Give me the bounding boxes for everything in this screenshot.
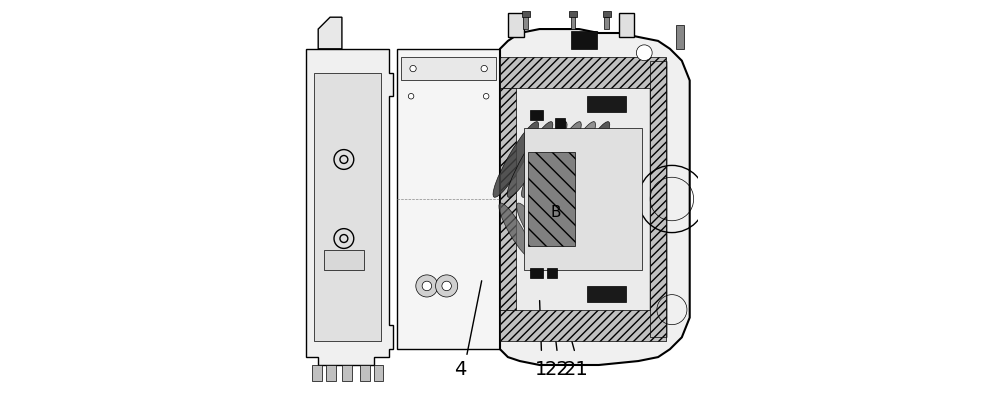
Bar	[604, 17, 609, 29]
Bar	[571, 31, 597, 49]
Bar	[312, 365, 322, 381]
Ellipse shape	[536, 122, 581, 197]
Bar	[528, 152, 575, 246]
Ellipse shape	[564, 122, 610, 197]
Polygon shape	[500, 29, 690, 365]
Bar	[360, 365, 370, 381]
Text: 21: 21	[564, 360, 588, 379]
Text: 22: 22	[545, 360, 570, 379]
Circle shape	[481, 65, 487, 72]
Bar	[374, 365, 383, 381]
Text: 4: 4	[454, 360, 467, 379]
Ellipse shape	[570, 203, 604, 258]
Bar	[401, 57, 496, 80]
Polygon shape	[508, 13, 524, 37]
Text: B: B	[550, 205, 561, 220]
Circle shape	[636, 45, 652, 60]
Bar	[530, 268, 543, 278]
Bar	[326, 365, 336, 381]
Bar	[342, 365, 352, 381]
Bar	[676, 25, 684, 49]
Circle shape	[436, 275, 458, 297]
Bar	[547, 268, 557, 278]
Bar	[555, 118, 565, 128]
Bar	[587, 96, 626, 112]
Ellipse shape	[521, 122, 567, 197]
Bar	[324, 250, 364, 270]
Bar	[587, 286, 626, 302]
Bar	[650, 60, 666, 338]
Circle shape	[410, 65, 416, 72]
Text: 1: 1	[535, 360, 548, 379]
Circle shape	[483, 94, 489, 99]
Bar	[650, 60, 666, 338]
Bar	[523, 13, 528, 29]
Polygon shape	[306, 49, 393, 365]
Bar	[500, 60, 666, 338]
Circle shape	[408, 94, 414, 99]
Bar	[530, 110, 543, 120]
Bar	[500, 310, 666, 341]
Bar	[314, 72, 381, 341]
Ellipse shape	[507, 122, 553, 197]
Bar	[571, 13, 575, 29]
Ellipse shape	[493, 122, 539, 197]
Bar	[522, 11, 530, 17]
Circle shape	[416, 275, 438, 297]
Bar	[524, 128, 642, 270]
Ellipse shape	[499, 203, 533, 258]
Polygon shape	[619, 13, 634, 37]
Ellipse shape	[552, 203, 586, 258]
Bar	[500, 57, 666, 88]
Circle shape	[422, 281, 432, 291]
Ellipse shape	[534, 203, 568, 258]
Ellipse shape	[517, 203, 550, 258]
Ellipse shape	[550, 122, 596, 197]
Polygon shape	[318, 17, 342, 49]
Bar	[397, 49, 500, 349]
Bar	[603, 11, 611, 17]
Bar	[569, 11, 577, 17]
Circle shape	[442, 281, 451, 291]
Bar	[500, 88, 516, 310]
